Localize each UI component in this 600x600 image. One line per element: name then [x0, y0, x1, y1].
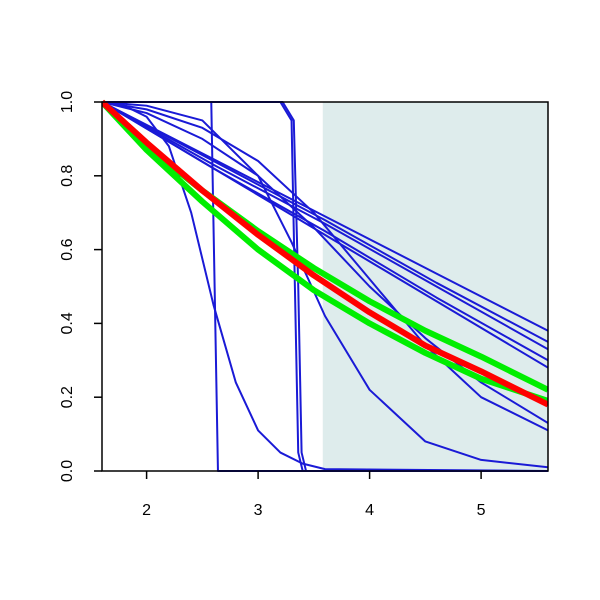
y-tick-label: 0.2	[59, 386, 76, 408]
y-tick-label: 0.6	[59, 238, 76, 260]
curve	[102, 101, 548, 369]
y-tick-label: 0.4	[59, 312, 76, 334]
x-tick-label: 4	[365, 502, 374, 519]
y-tick-label: 0.0	[59, 460, 76, 482]
curve	[102, 99, 548, 408]
curve	[102, 99, 548, 404]
x-tick-label: 3	[254, 502, 263, 519]
x-tick-label: 2	[142, 502, 151, 519]
y-tick-label: 0.8	[59, 165, 76, 187]
curve	[102, 101, 548, 332]
plot-frame	[101, 101, 549, 472]
curve	[102, 101, 548, 469]
curve	[102, 101, 548, 343]
curve	[102, 101, 548, 432]
x-tick-label: 5	[477, 502, 486, 519]
curve	[102, 101, 548, 472]
y-tick-label: 1.0	[59, 91, 76, 113]
curve	[102, 101, 548, 351]
